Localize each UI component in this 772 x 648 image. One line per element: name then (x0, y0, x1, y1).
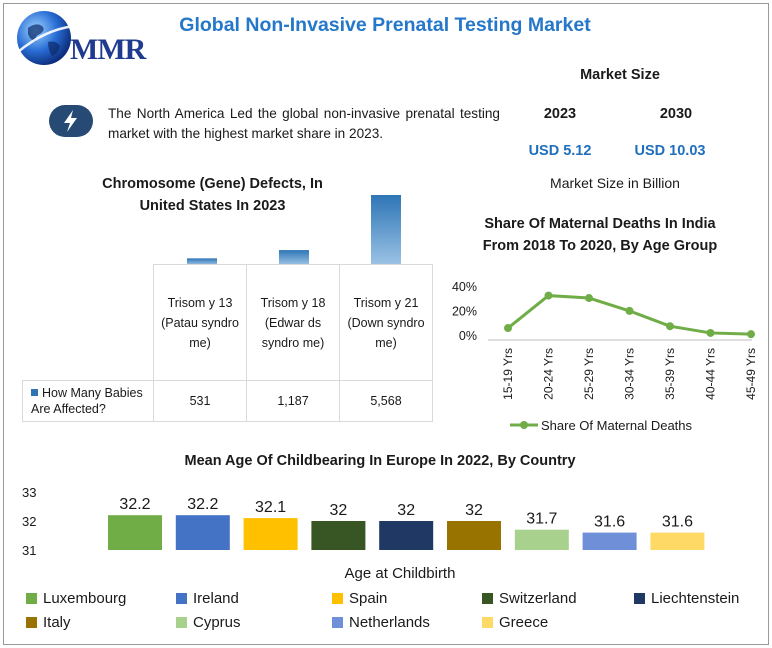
page-title: Global Non-Invasive Prenatal Testing Mar… (179, 14, 591, 36)
legend-label: Greece (499, 614, 549, 631)
maternal-line-chart: 40% 20% 0% 15-19 Yrs 20-24 Yrs 25-29 Yrs 30-34… (452, 280, 758, 433)
legend-swatch (482, 617, 493, 628)
maternal-chart-title: Share Of Maternal Deaths In India From 2… (482, 216, 718, 254)
legend-item-switzerland: Switzerland (482, 590, 577, 607)
legend-item-italy: Italy (26, 614, 71, 631)
maternal-point (706, 328, 715, 337)
legend-swatch (176, 593, 187, 604)
maternal-point (504, 324, 512, 333)
europe-bar-liechtenstein (379, 521, 434, 550)
chromosome-data-table: Trisom y 13 (Patau syndro me) Trisom y 1… (22, 264, 433, 422)
europe-bar-ireland (175, 515, 230, 550)
value-trisomy-18: 1,187 (246, 380, 340, 422)
market-year-start: 2023 (543, 106, 577, 122)
europe-data-label: 32 (397, 502, 415, 519)
europe-x-axis-label: Age at Childbirth (344, 565, 456, 582)
legend-swatch (26, 593, 37, 604)
europe-chart-title: Mean Age Of Childbearing In Europe In 20… (184, 453, 576, 469)
maternal-y-tick: 20% (452, 305, 477, 319)
legend-label: Italy (43, 614, 71, 631)
maternal-point (585, 294, 593, 303)
maternal-point (747, 330, 755, 339)
europe-data-label: 32.2 (119, 496, 150, 513)
europe-data-label: 32 (330, 502, 348, 519)
maternal-point (544, 291, 553, 300)
legend-label: Switzerland (499, 590, 577, 607)
legend-swatch (482, 593, 493, 604)
europe-bar-chart: 33 32 31 32.2 32.2 32.1 32 32 32 31.7 31.6 31.6 (22, 485, 705, 558)
table-corner (22, 264, 154, 381)
europe-data-label: 31.7 (526, 511, 557, 528)
europe-data-label: 32.1 (255, 499, 286, 516)
europe-data-label: 31.6 (662, 514, 693, 531)
lightning-bolt-icon (49, 105, 93, 137)
europe-bar-greece (650, 532, 705, 550)
maternal-x-tick: 35-39 Yrs (663, 348, 677, 400)
legend-item-liechtenstein: Liechtenstein (634, 590, 739, 607)
europe-y-tick: 32 (22, 514, 36, 529)
maternal-x-tick: 45-49 Yrs (744, 348, 758, 400)
legend-label: Ireland (193, 590, 239, 607)
legend-swatch (332, 617, 343, 628)
europe-data-label: 32 (465, 502, 483, 519)
legend-swatch (26, 617, 37, 628)
summary-text: The North America Led the global non-inv… (108, 106, 500, 141)
europe-data-label: 31.6 (594, 514, 625, 531)
series-label: How Many Babies Are Affected? (22, 380, 154, 422)
europe-data-label: 32.2 (187, 496, 218, 513)
europe-bar-italy (447, 521, 501, 550)
europe-bar-switzerland (311, 521, 366, 550)
market-value-end: USD 10.03 (634, 143, 706, 159)
series-swatch (31, 389, 38, 396)
legend-label: Liechtenstein (651, 590, 740, 607)
chromosome-bar-2 (279, 250, 309, 265)
chromosome-chart-title: Chromosome (Gene) Defects, In United Sta… (102, 176, 323, 214)
category-trisomy-13: Trisom y 13 (Patau syndro me) (153, 264, 247, 381)
chromosome-bar-1 (187, 258, 217, 265)
legend-label: Cyprus (193, 614, 241, 631)
category-trisomy-18: Trisom y 18 (Edwar ds syndro me) (246, 264, 340, 381)
chromosome-bar-chart (187, 195, 401, 265)
market-size-unit: Market Size in Billion (550, 175, 680, 191)
europe-bar-netherlands (582, 532, 637, 550)
maternal-y-tick: 0% (459, 329, 477, 343)
globe-logo-icon (17, 11, 75, 65)
maternal-x-tick: 40-44 Yrs (704, 348, 718, 400)
legend-item-ireland: Ireland (176, 590, 239, 607)
legend-label: Netherlands (349, 614, 430, 631)
legend-item-greece: Greece (482, 614, 548, 631)
legend-item-luxembourg: Luxembourg (26, 590, 126, 607)
market-year-end: 2030 (659, 106, 693, 122)
legend-label: Luxembourg (43, 590, 127, 607)
market-size-title: Market Size (580, 67, 660, 83)
europe-bar-cyprus (514, 529, 569, 550)
europe-y-tick: 33 (22, 485, 36, 500)
maternal-y-tick: 40% (452, 280, 477, 294)
maternal-x-tick: 15-19 Yrs (501, 348, 515, 400)
legend-item-netherlands: Netherlands (332, 614, 430, 631)
europe-bar-luxembourg (108, 515, 162, 550)
series-name: How Many Babies Are Affected? (31, 386, 143, 416)
maternal-legend-marker (520, 421, 528, 429)
value-trisomy-21: 5,568 (339, 380, 433, 422)
legend-swatch (176, 617, 187, 628)
maternal-point (666, 322, 674, 331)
europe-y-tick: 31 (22, 543, 36, 558)
maternal-x-tick: 30-34 Yrs (623, 348, 637, 400)
europe-bar-spain (243, 518, 298, 550)
market-value-start: USD 5.12 (528, 143, 592, 159)
legend-label: Spain (349, 590, 388, 607)
legend-item-spain: Spain (332, 590, 387, 607)
legend-item-cyprus: Cyprus (176, 614, 241, 631)
maternal-x-tick: 25-29 Yrs (582, 348, 596, 400)
legend-swatch (634, 593, 645, 604)
value-trisomy-13: 531 (153, 380, 247, 422)
category-trisomy-21: Trisom y 21 (Down syndro me) (339, 264, 433, 381)
maternal-legend-label: Share Of Maternal Deaths (541, 418, 693, 433)
legend-swatch (332, 593, 343, 604)
maternal-x-tick: 20-24 Yrs (542, 348, 556, 400)
logo-text: MMR (70, 33, 146, 66)
maternal-point (625, 306, 634, 315)
chromosome-bar-3 (371, 195, 401, 265)
